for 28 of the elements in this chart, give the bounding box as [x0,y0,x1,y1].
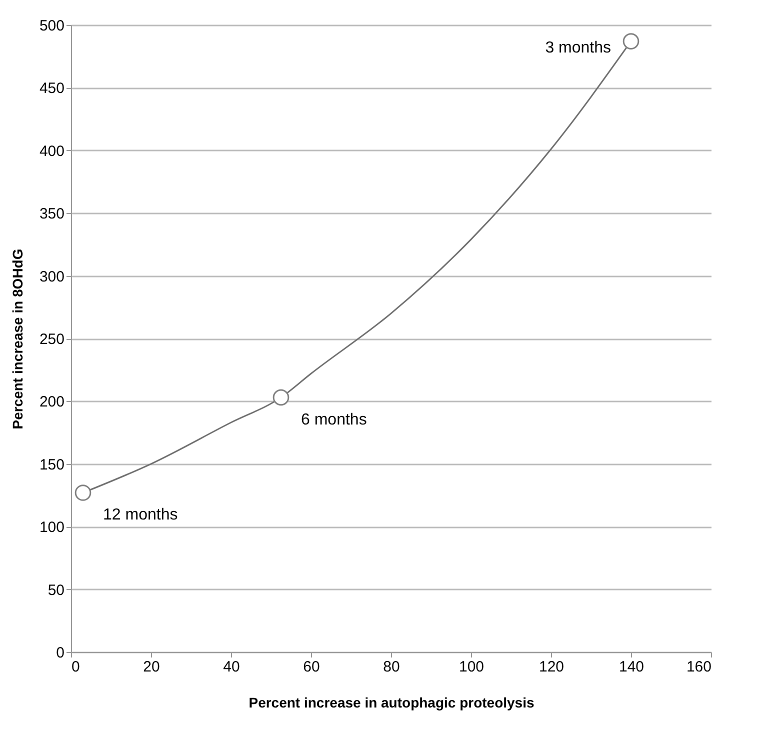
y-tick-label: 300 [39,268,64,286]
point [272,389,290,406]
annotation: 12 months [103,506,178,524]
y-tick-label: 500 [39,18,64,34]
x-tick-label: 160 [686,658,712,676]
y-tick-label: 200 [39,394,64,411]
x-tick-label: 100 [458,658,484,676]
x-tick-label: 140 [618,658,644,676]
point [74,484,92,501]
y-tick-label: 400 [39,142,64,160]
x-tick-label: 40 [223,658,240,676]
x-tick-label: 80 [383,658,400,676]
y-tick-label: 350 [39,206,64,223]
x-tick-label: 60 [303,658,320,676]
x-tick-label: 120 [538,658,564,676]
annotation: 3 months [545,39,611,56]
y-axis-title: Percent increase in 8OHdG [9,248,26,430]
y-tick-label: 250 [39,331,64,348]
y-tick-label: 450 [39,80,64,98]
annotation: 6 months [301,411,367,428]
point [622,33,640,50]
y-tick-label: 0 [56,644,64,662]
x-tick-label: 20 [143,658,160,676]
x-tick-label: 0 [72,658,80,676]
x-axis-title: Percent increase in autophagic proteolysis [248,694,534,710]
y-tick-label: 100 [39,519,64,536]
y-tick-label: 50 [48,582,64,599]
y-tick-label: 150 [39,456,64,474]
